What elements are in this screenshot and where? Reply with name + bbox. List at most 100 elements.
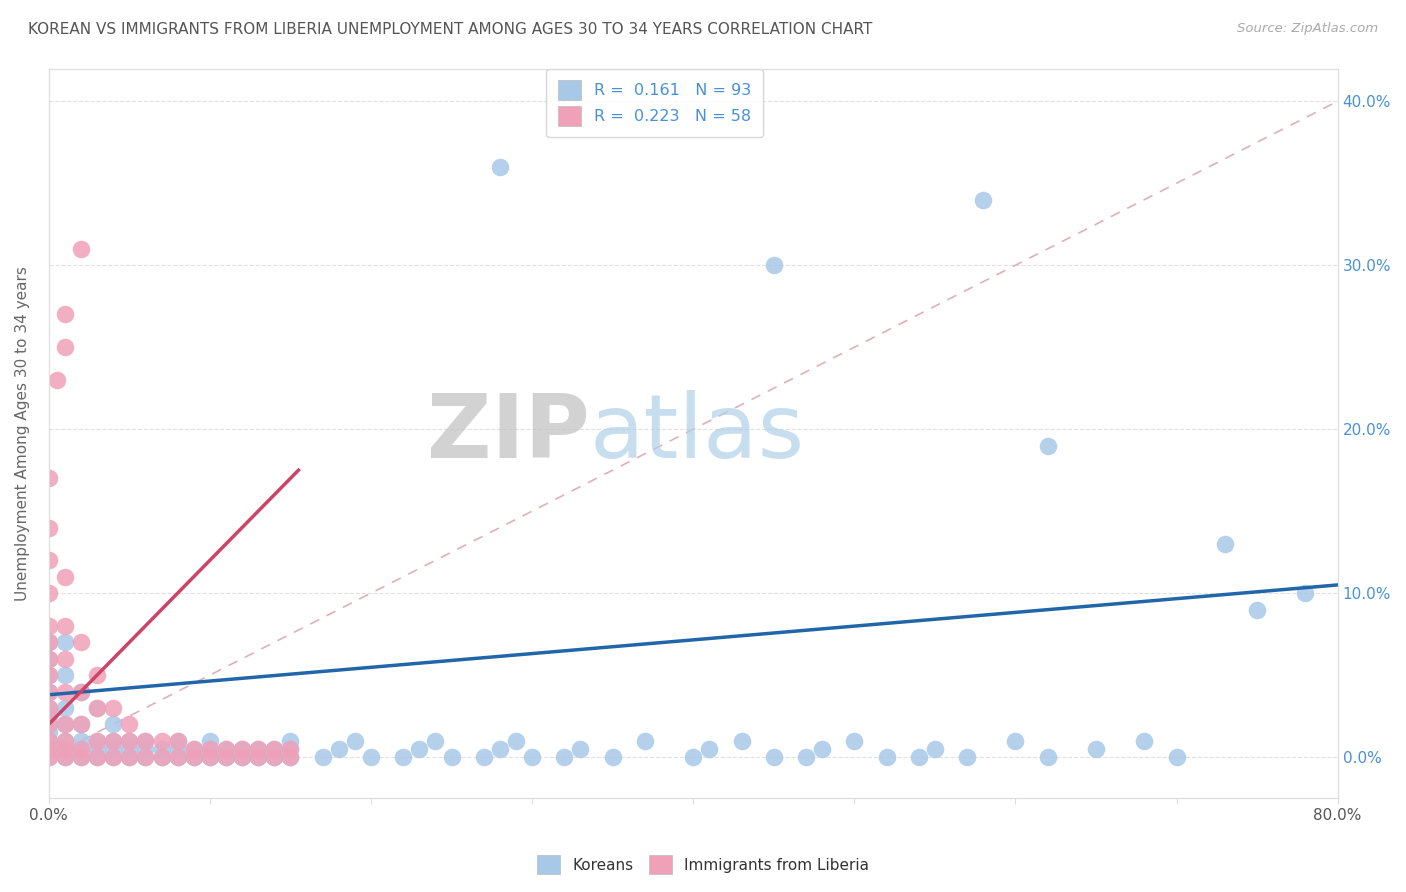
Point — [247, 742, 270, 756]
Point — [38, 553, 60, 567]
Point — [263, 750, 285, 764]
Point — [198, 750, 221, 764]
Point — [280, 750, 302, 764]
Point — [360, 750, 382, 764]
Point — [150, 742, 173, 756]
Point — [38, 619, 60, 633]
Point — [280, 742, 302, 756]
Point — [38, 684, 60, 698]
Point — [1133, 733, 1156, 747]
Point — [38, 701, 60, 715]
Point — [263, 742, 285, 756]
Point — [70, 717, 93, 731]
Legend: R =  0.161   N = 93, R =  0.223   N = 58: R = 0.161 N = 93, R = 0.223 N = 58 — [547, 70, 762, 137]
Point — [762, 750, 785, 764]
Point — [86, 701, 108, 715]
Point — [844, 733, 866, 747]
Point — [247, 750, 270, 764]
Point — [231, 742, 253, 756]
Point — [53, 570, 76, 584]
Point — [86, 733, 108, 747]
Point — [247, 750, 270, 764]
Text: ZIP: ZIP — [427, 390, 591, 477]
Point — [263, 750, 285, 764]
Point — [118, 733, 141, 747]
Point — [38, 651, 60, 665]
Point — [183, 742, 205, 756]
Point — [166, 750, 188, 764]
Point — [972, 193, 994, 207]
Point — [231, 742, 253, 756]
Point — [166, 750, 188, 764]
Point — [70, 742, 93, 756]
Point — [103, 701, 125, 715]
Text: atlas: atlas — [591, 390, 806, 477]
Point — [70, 684, 93, 698]
Point — [231, 750, 253, 764]
Point — [134, 750, 156, 764]
Point — [215, 750, 238, 764]
Point — [38, 717, 60, 731]
Point — [53, 742, 76, 756]
Point — [103, 733, 125, 747]
Point — [53, 635, 76, 649]
Point — [53, 668, 76, 682]
Point — [38, 725, 60, 739]
Point — [53, 619, 76, 633]
Point — [103, 717, 125, 731]
Point — [38, 635, 60, 649]
Point — [602, 750, 624, 764]
Point — [38, 635, 60, 649]
Point — [166, 733, 188, 747]
Point — [280, 750, 302, 764]
Point — [38, 717, 60, 731]
Point — [70, 750, 93, 764]
Point — [392, 750, 415, 764]
Point — [311, 750, 333, 764]
Point — [70, 717, 93, 731]
Point — [103, 742, 125, 756]
Point — [86, 750, 108, 764]
Point — [38, 733, 60, 747]
Point — [134, 733, 156, 747]
Point — [86, 733, 108, 747]
Point — [38, 668, 60, 682]
Point — [425, 733, 447, 747]
Point — [166, 742, 188, 756]
Point — [215, 742, 238, 756]
Point — [489, 160, 512, 174]
Point — [134, 742, 156, 756]
Point — [328, 742, 350, 756]
Point — [38, 684, 60, 698]
Point — [38, 742, 60, 756]
Point — [38, 733, 60, 747]
Point — [53, 651, 76, 665]
Point — [697, 742, 720, 756]
Point — [86, 742, 108, 756]
Point — [215, 750, 238, 764]
Point — [215, 742, 238, 756]
Point — [263, 742, 285, 756]
Point — [198, 733, 221, 747]
Point — [1294, 586, 1316, 600]
Legend: Koreans, Immigrants from Liberia: Koreans, Immigrants from Liberia — [531, 849, 875, 880]
Point — [45, 373, 67, 387]
Point — [183, 750, 205, 764]
Point — [520, 750, 543, 764]
Point — [198, 750, 221, 764]
Point — [247, 742, 270, 756]
Point — [53, 340, 76, 354]
Point — [150, 750, 173, 764]
Point — [1213, 537, 1236, 551]
Point — [440, 750, 463, 764]
Point — [53, 717, 76, 731]
Point — [70, 750, 93, 764]
Point — [183, 742, 205, 756]
Point — [198, 742, 221, 756]
Point — [103, 750, 125, 764]
Point — [38, 701, 60, 715]
Point — [280, 733, 302, 747]
Point — [811, 742, 834, 756]
Point — [1246, 602, 1268, 616]
Point — [38, 586, 60, 600]
